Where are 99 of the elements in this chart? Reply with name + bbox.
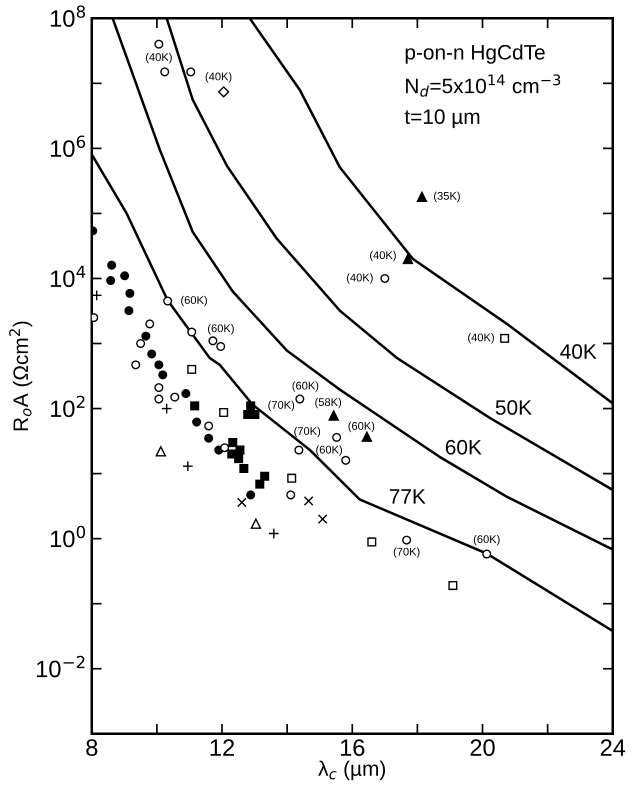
point xyxy=(147,349,156,359)
annotation: (60K) xyxy=(181,296,207,306)
point xyxy=(380,274,390,283)
point xyxy=(332,432,342,442)
x-tick-label: 24 xyxy=(600,739,626,756)
point xyxy=(182,460,194,472)
annotation: (70K) xyxy=(268,400,294,412)
point xyxy=(239,464,248,473)
annotation: 40K xyxy=(560,344,597,359)
point xyxy=(154,40,164,49)
annotation: (40K) xyxy=(146,52,172,64)
point xyxy=(192,418,202,427)
point xyxy=(220,443,230,452)
point xyxy=(341,456,350,465)
annotation: (70K) xyxy=(394,547,420,558)
point xyxy=(125,288,134,298)
point xyxy=(328,410,339,421)
y-tick-label: 10$^{8}$ xyxy=(50,5,86,27)
point xyxy=(124,306,134,316)
point xyxy=(154,383,164,392)
point xyxy=(204,434,214,443)
point xyxy=(158,370,168,380)
point xyxy=(186,67,196,76)
annotation: (60K) xyxy=(348,422,374,432)
point xyxy=(92,290,102,301)
point xyxy=(294,446,304,455)
point xyxy=(500,334,510,343)
annotation: (40K) xyxy=(370,250,396,262)
y-tick-label: 10$^{−2}$ xyxy=(37,656,84,678)
annotation: (40K) xyxy=(346,273,373,284)
annotation: (58K) xyxy=(315,398,342,408)
annotation: t=10 µm xyxy=(404,109,480,128)
point xyxy=(318,514,328,524)
y-tick-label: 10$^{6}$ xyxy=(50,135,86,157)
point xyxy=(216,342,226,352)
x-tick-label: 8 xyxy=(86,739,98,756)
point xyxy=(131,360,140,370)
point xyxy=(448,581,458,590)
point xyxy=(304,496,314,506)
point xyxy=(120,271,130,280)
point xyxy=(228,438,238,448)
point xyxy=(190,401,200,410)
point xyxy=(268,528,280,540)
point xyxy=(234,454,244,464)
y-tick-label: 10$^{0}$ xyxy=(50,526,86,548)
x-tick-label: 20 xyxy=(470,739,495,756)
point xyxy=(145,319,154,328)
point xyxy=(208,336,218,346)
annotation: (60K) xyxy=(208,324,234,334)
point xyxy=(107,260,116,270)
annotation: (60K) xyxy=(316,445,342,456)
x-tick-label: 12 xyxy=(210,739,234,756)
point xyxy=(286,490,296,500)
x-tick-label: 16 xyxy=(340,739,364,756)
y-tick-label: 10$^{4}$ xyxy=(50,266,86,288)
point xyxy=(416,192,428,202)
point xyxy=(367,537,376,546)
annotation: 60K xyxy=(446,440,482,455)
point xyxy=(136,339,146,348)
point xyxy=(255,480,264,489)
point xyxy=(402,536,412,545)
point xyxy=(250,518,262,529)
annotation: (40K) xyxy=(206,72,232,83)
point xyxy=(218,86,230,98)
point xyxy=(181,389,190,398)
point xyxy=(170,392,180,402)
annotation: 77K xyxy=(390,489,426,504)
point xyxy=(160,67,170,76)
annotation: N$_{d}$=5x10$^{14}$ cm$^{−3}$ xyxy=(406,74,560,97)
annotation: (60K) xyxy=(292,381,318,392)
y-tick-label: 10$^{2}$ xyxy=(50,396,84,418)
point xyxy=(161,403,172,414)
annotation: (60K) xyxy=(474,534,500,546)
point xyxy=(235,446,244,455)
point xyxy=(219,408,228,418)
point xyxy=(237,498,247,508)
point xyxy=(163,296,172,306)
point xyxy=(154,394,164,404)
point xyxy=(295,394,304,404)
point xyxy=(141,332,150,341)
annotation: (70K) xyxy=(294,426,320,438)
point xyxy=(204,421,214,430)
point xyxy=(187,364,196,374)
annotation: 50K xyxy=(496,400,532,415)
point xyxy=(482,550,492,559)
annotation: (40K) xyxy=(468,333,494,344)
point xyxy=(260,472,270,481)
y-axis-title: R$_{o}$A (Ωcm$^{2}$) xyxy=(9,322,32,430)
point xyxy=(246,401,256,410)
point xyxy=(106,276,116,286)
point xyxy=(402,254,414,264)
point xyxy=(246,490,256,500)
point xyxy=(287,474,296,483)
point xyxy=(187,328,196,337)
annotation: (35K) xyxy=(434,192,460,202)
point xyxy=(154,360,164,370)
annotation: p-on-n HgCdTe xyxy=(406,44,545,64)
point xyxy=(156,446,166,457)
x-axis-title: λ$_{c}$ (µm) xyxy=(318,760,386,780)
